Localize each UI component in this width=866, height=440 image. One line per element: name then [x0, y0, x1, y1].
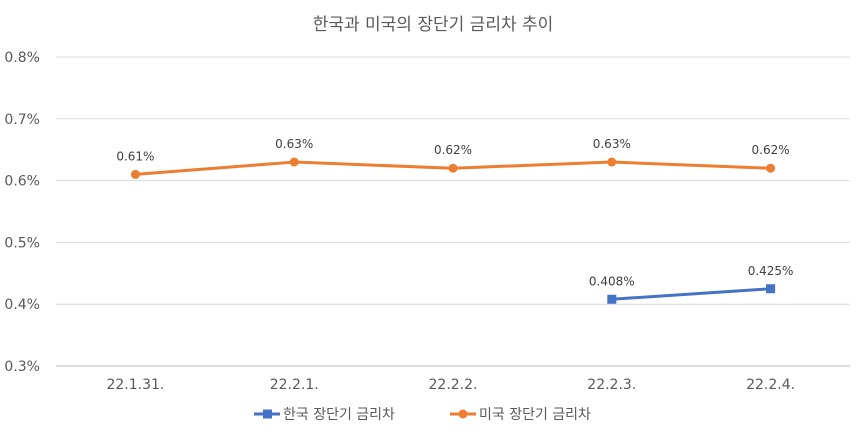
data-point-marker — [289, 157, 299, 167]
series — [607, 284, 776, 304]
data-label: 0.61% — [116, 149, 154, 163]
legend-item[interactable]: 미국 장단기 금리차 — [450, 407, 591, 423]
legend-label: 미국 장단기 금리차 — [479, 407, 591, 423]
y-tick-label: 0.6% — [4, 174, 40, 190]
y-tick-label: 0.8% — [4, 50, 40, 66]
series-group — [130, 157, 776, 304]
data-label: 0.63% — [593, 137, 631, 151]
legend-item[interactable]: 한국 장단기 금리차 — [254, 407, 395, 423]
chart-title: 한국과 미국의 장단기 금리차 추이 — [313, 15, 554, 35]
y-tick-label: 0.4% — [4, 297, 40, 313]
y-tick-label: 0.7% — [4, 112, 40, 128]
x-axis: 22.1.31. 22.2.1. 22.2.2. 22.2.3. 22.2.4. — [106, 377, 795, 393]
y-axis: 0.3% 0.4% 0.5% 0.6% 0.7% 0.8% — [4, 50, 40, 375]
data-point-marker — [766, 284, 776, 294]
data-point-marker — [607, 157, 617, 167]
data-point-marker — [766, 163, 776, 173]
legend[interactable]: 한국 장단기 금리차 미국 장단기 금리차 — [254, 407, 591, 423]
data-label: 0.63% — [275, 137, 313, 151]
data-point-marker — [448, 163, 458, 173]
legend-label: 한국 장단기 금리차 — [283, 407, 395, 423]
legend-marker-square — [263, 409, 272, 419]
data-label: 0.62% — [752, 143, 790, 157]
data-labels: 0.408% 0.425% 0.61% 0.63% 0.62% 0.63% 0.62% — [116, 137, 793, 288]
data-point-marker — [607, 294, 617, 304]
x-tick-label: 22.1.31. — [106, 377, 164, 393]
legend-marker-circle — [458, 409, 468, 419]
series — [130, 157, 776, 179]
gridlines — [56, 56, 850, 367]
data-label: 0.62% — [434, 143, 472, 157]
data-point-marker — [130, 169, 140, 179]
data-label: 0.408% — [589, 274, 635, 288]
x-tick-label: 22.2.3. — [587, 377, 636, 393]
y-tick-label: 0.5% — [4, 235, 40, 251]
y-tick-label: 0.3% — [4, 359, 40, 375]
series-line — [611, 287, 771, 301]
x-tick-label: 22.2.2. — [429, 377, 478, 393]
data-label: 0.425% — [748, 264, 794, 278]
x-tick-label: 22.2.4. — [746, 377, 795, 393]
x-tick-label: 22.2.1. — [270, 377, 319, 393]
